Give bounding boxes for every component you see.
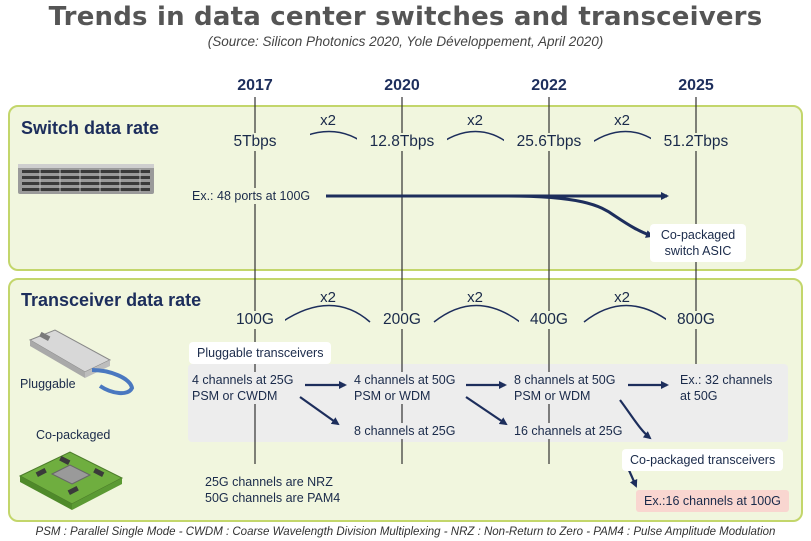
copackaged-image: [18, 451, 124, 510]
channels-2017-line2: PSM or CWDM: [192, 389, 278, 403]
footnote: PSM : Parallel Single Mode - CWDM : Coar…: [35, 526, 776, 538]
arrow-2020-2022-b: [465, 396, 508, 426]
year-2025: 2025: [678, 77, 714, 94]
trans-rate-2020: 200G: [372, 311, 432, 329]
switch-rate-2022: 25.6Tbps: [504, 133, 594, 151]
switch-example: Ex.: 48 ports at 100G: [192, 188, 313, 204]
x2-curve-trans-2: [433, 304, 521, 323]
copackaged-switch-line2: switch ASIC: [664, 244, 732, 258]
encoding-note: 25G channels are NRZ 50G channels are PA…: [205, 474, 341, 506]
switch-x2-1: x2: [320, 112, 336, 129]
pluggable-label: Pluggable: [20, 377, 76, 391]
trans-rate-2017: 100G: [225, 311, 285, 329]
x2-curve-trans-1: [281, 304, 371, 323]
channels-2020-b: 8 channels at 25G: [354, 423, 456, 439]
arrow-2017-2020-b: [299, 396, 340, 426]
copackaged-switch-box: Co-packaged switch ASIC: [650, 224, 746, 262]
encoding-note-line2: 50G channels are PAM4: [205, 491, 341, 505]
channels-2025-line2: at 50G: [680, 389, 718, 403]
switch-arrow-copackaged: [504, 194, 654, 238]
channels-2025-line1: Ex.: 32 channels: [680, 373, 773, 387]
switch-x2-3: x2: [614, 112, 630, 129]
copackaged-switch-line1: Co-packaged: [660, 228, 736, 242]
pluggable-transceivers-box: Pluggable transceivers: [189, 342, 332, 364]
channels-2022-line2: PSM or WDM: [514, 389, 591, 403]
copackaged-transceivers-box: Co-packaged transceivers: [622, 449, 784, 471]
arrow-2022-copackaged: [619, 399, 652, 440]
year-2022: 2022: [531, 77, 567, 94]
channels-2020: 4 channels at 50G PSM or WDM: [354, 372, 456, 404]
year-2017: 2017: [237, 77, 273, 94]
channels-2017-line1: 4 channels at 25G: [192, 373, 294, 387]
trans-x2-1: x2: [320, 289, 336, 306]
channels-2022: 8 channels at 50G PSM or WDM: [514, 372, 616, 404]
trans-rate-2022: 400G: [519, 311, 579, 329]
page-title: Trends in data center switches and trans…: [48, 2, 763, 32]
channels-2022-b: 16 channels at 25G: [514, 423, 623, 439]
channels-2025: Ex.: 32 channels at 50G: [680, 372, 773, 404]
channels-2022-line1: 8 channels at 50G: [514, 373, 616, 387]
switch-rate-2025: 51.2Tbps: [651, 133, 741, 151]
encoding-note-line1: 25G channels are NRZ: [205, 475, 333, 489]
switch-panel-title: Switch data rate: [21, 118, 160, 138]
switch-rate-2017: 5Tbps: [200, 133, 310, 151]
channels-2020-line1: 4 channels at 50G: [354, 373, 456, 387]
x2-curve-trans-3: [583, 304, 671, 323]
channels-2017: 4 channels at 25G PSM or CWDM: [192, 372, 294, 404]
switch-x2-2: x2: [467, 112, 483, 129]
switch-rate-2020: 12.8Tbps: [357, 133, 447, 151]
network-switch-image: [18, 164, 154, 194]
trans-x2-2: x2: [467, 289, 483, 306]
trans-x2-3: x2: [614, 289, 630, 306]
pluggable-transceiver-image: [28, 329, 135, 395]
year-2020: 2020: [384, 77, 420, 94]
trans-rate-2025: 800G: [666, 311, 726, 329]
arrow-copackaged-example: [626, 467, 638, 488]
channels-2020-line2: PSM or WDM: [354, 389, 431, 403]
copackaged-label: Co-packaged: [36, 428, 111, 442]
copackaged-example-box: Ex.:16 channels at 100G: [636, 490, 789, 512]
transceiver-panel-title: Transceiver data rate: [21, 290, 202, 310]
page-subtitle: (Source: Silicon Photonics 2020, Yole Dé…: [207, 34, 604, 49]
